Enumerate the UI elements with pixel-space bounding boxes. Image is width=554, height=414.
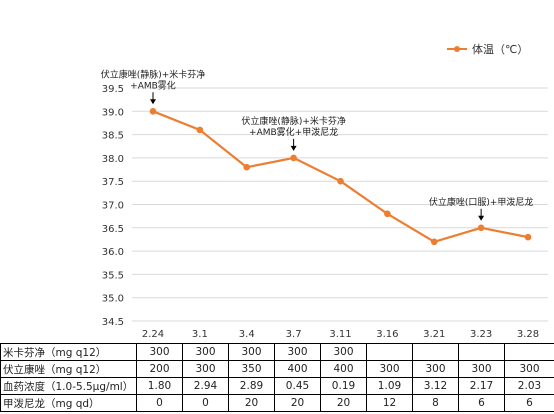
table-row: 血药浓度（1.0-5.5μg/ml） 1.80 2.94 2.89 0.45 0.19 1.… xyxy=(0,377,554,395)
y-axis-ticks: 34.5 35.0 35.5 36.0 36.5 37.0 37.5 38.0 38.5 39.0… xyxy=(102,84,124,328)
x-tick-label: 3.4 xyxy=(239,329,255,340)
table-cell: 6 xyxy=(504,394,554,412)
table-cell: 300 xyxy=(228,343,275,361)
table-cell: 300 xyxy=(182,360,229,378)
annotation-text: +AMB雾化+甲泼尼龙 xyxy=(249,126,338,138)
y-tick-label: 36.0 xyxy=(102,247,124,258)
x-tick-label: 3.21 xyxy=(423,329,445,340)
table-row: 伏立康唑（mg q12） 200 300 350 400 400 300 300 300 300 xyxy=(0,360,554,378)
annotation-text: 伏立康唑(静脉)+米卡芬净 xyxy=(241,115,346,127)
table-cell xyxy=(504,343,554,361)
y-tick-label: 34.5 xyxy=(102,317,124,328)
legend-label: 体温（℃） xyxy=(472,42,528,56)
annotation-arrow-head xyxy=(150,99,156,105)
row-label: 甲泼尼龙（mg qd） xyxy=(0,394,137,412)
x-tick-label: 2.24 xyxy=(142,329,164,340)
table-row: 甲泼尼龙（mg qd） 0 0 20 20 20 12 8 6 6 xyxy=(0,394,554,412)
x-axis-ticks: 2.24 3.1 3.4 3.7 3.11 3.16 3.21 3.23 3.28 xyxy=(142,329,539,340)
series-temperature xyxy=(149,108,532,246)
row-label: 米卡芬净（mg q12） xyxy=(0,343,137,361)
annotation-text: +AMB雾化 xyxy=(130,79,176,91)
data-point xyxy=(290,154,297,162)
x-tick-label: 3.7 xyxy=(286,329,302,340)
data-point xyxy=(337,177,344,185)
data-point xyxy=(524,233,532,241)
table-cell: 1.09 xyxy=(366,377,413,395)
y-tick-label: 38.5 xyxy=(102,131,124,142)
table-cell: 2.17 xyxy=(458,377,505,395)
x-tick-label: 3.28 xyxy=(517,329,539,340)
table-cell: 8 xyxy=(412,394,459,412)
series-line xyxy=(152,110,529,243)
temperature-chart: 34.5 35.0 35.5 36.0 36.5 37.0 37.5 38.0 38.5 39.0… xyxy=(101,42,548,340)
grid-lines xyxy=(132,87,548,322)
table-cell: 3.12 xyxy=(412,377,459,395)
annotations: 伏立康唑(静脉)+米卡芬净+AMB雾化伏立康唑(静脉)+米卡芬净+AMB雾化+甲… xyxy=(101,68,534,221)
y-tick-label: 39.5 xyxy=(102,84,124,95)
legend-marker-swatch xyxy=(454,46,460,52)
table-cell: 300 xyxy=(504,360,554,378)
annotation-arrow-head xyxy=(290,145,297,151)
y-tick-label: 35.5 xyxy=(102,270,124,281)
table-cell: 2.89 xyxy=(228,377,275,395)
table-cell: 20 xyxy=(228,394,275,412)
table-row: 米卡芬净（mg q12） 300 300 300 300 300 xyxy=(0,343,554,361)
table-cell: 300 xyxy=(320,343,367,361)
y-tick-label: 39.0 xyxy=(102,107,124,118)
x-tick-label: 3.11 xyxy=(329,329,351,340)
y-tick-label: 38.0 xyxy=(102,154,124,165)
table-cell: 300 xyxy=(182,343,229,361)
table-cell: 1.80 xyxy=(136,377,183,395)
annotation-arrow-head xyxy=(478,215,485,221)
table-cell: 0.45 xyxy=(274,377,321,395)
table-cell xyxy=(458,343,505,361)
table-cell: 300 xyxy=(366,360,413,378)
table-cell: 0.19 xyxy=(320,377,367,395)
row-label: 血药浓度（1.0-5.5μg/ml） xyxy=(0,377,137,395)
data-point xyxy=(384,210,391,218)
table-cell: 400 xyxy=(320,360,367,378)
table-cell: 300 xyxy=(274,343,321,361)
data-point xyxy=(149,108,157,115)
y-tick-label: 37.0 xyxy=(102,201,124,212)
data-point xyxy=(243,163,251,171)
table-cell: 300 xyxy=(136,343,183,361)
table-cell: 400 xyxy=(274,360,321,378)
data-point xyxy=(196,126,204,134)
table-cell: 2.03 xyxy=(504,377,554,395)
table-cell: 0 xyxy=(136,394,183,412)
x-tick-label: 3.1 xyxy=(192,329,208,340)
table-cell: 300 xyxy=(412,360,459,378)
x-tick-label: 3.23 xyxy=(470,329,492,340)
annotation-text: 伏立康唑(静脉)+米卡芬净 xyxy=(101,68,206,80)
table-cell: 12 xyxy=(366,394,413,412)
row-label: 伏立康唑（mg q12） xyxy=(0,360,137,378)
table-cell: 200 xyxy=(136,360,183,378)
table-cell xyxy=(366,343,413,361)
table-cell: 300 xyxy=(458,360,505,378)
legend: 体温（℃） xyxy=(447,42,528,56)
table-cell: 6 xyxy=(458,394,505,412)
y-tick-label: 36.5 xyxy=(102,224,124,235)
y-tick-label: 35.0 xyxy=(102,294,124,305)
table-cell xyxy=(412,343,459,361)
table-cell: 20 xyxy=(274,394,321,412)
annotation-text: 伏立康唑(口服)+甲泼尼龙 xyxy=(429,196,534,208)
table-cell: 350 xyxy=(228,360,275,378)
table-cell: 20 xyxy=(320,394,367,412)
x-tick-label: 3.16 xyxy=(376,329,398,340)
table-cell: 2.94 xyxy=(182,377,229,395)
medication-table: 米卡芬净（mg q12） 300 300 300 300 300 伏立康唑（mg q12） 2… xyxy=(0,343,554,412)
table-cell: 0 xyxy=(182,394,229,412)
y-tick-label: 37.5 xyxy=(102,177,124,188)
data-point xyxy=(430,238,438,246)
data-point xyxy=(477,224,485,232)
